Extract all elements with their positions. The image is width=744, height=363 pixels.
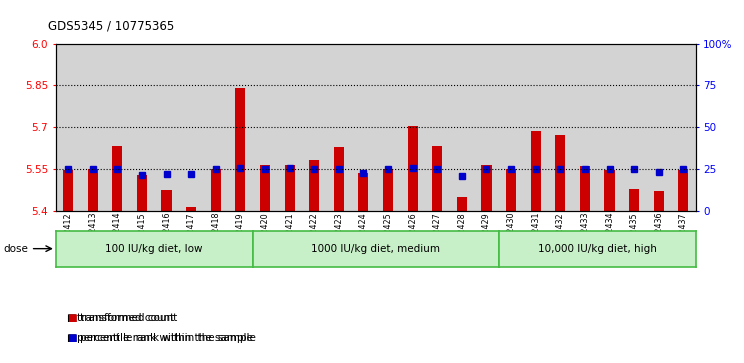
Bar	[129, 44, 154, 211]
Bar	[56, 44, 80, 211]
Bar	[186, 207, 196, 211]
Bar	[523, 44, 548, 211]
Bar	[449, 44, 474, 211]
Text: percentile rank within the sample: percentile rank within the sample	[77, 333, 252, 343]
Text: ■ percentile rank within the sample: ■ percentile rank within the sample	[67, 333, 256, 343]
Bar	[654, 191, 664, 211]
Bar	[112, 146, 123, 211]
Bar	[647, 44, 671, 211]
Bar	[457, 197, 467, 211]
Bar	[580, 166, 590, 211]
Bar	[235, 88, 246, 211]
Bar	[88, 170, 97, 211]
Bar	[154, 44, 179, 211]
Bar	[260, 165, 270, 211]
Bar	[530, 131, 541, 211]
Bar	[105, 44, 129, 211]
Text: transformed count: transformed count	[77, 313, 174, 323]
Bar	[351, 44, 376, 211]
Text: ■: ■	[67, 333, 77, 343]
Bar	[597, 44, 622, 211]
Bar	[309, 160, 319, 211]
Bar	[498, 44, 523, 211]
Bar	[161, 190, 172, 211]
Bar	[506, 169, 516, 211]
Bar	[432, 146, 443, 211]
Bar	[179, 44, 203, 211]
Bar	[80, 44, 105, 211]
Bar	[383, 169, 393, 211]
Bar	[555, 135, 565, 211]
Bar	[573, 44, 597, 211]
Bar	[253, 44, 278, 211]
Bar	[671, 44, 696, 211]
Bar	[137, 175, 147, 211]
Text: 1000 IU/kg diet, medium: 1000 IU/kg diet, medium	[311, 244, 440, 254]
Bar	[376, 44, 400, 211]
Bar	[679, 170, 688, 211]
Bar	[548, 44, 573, 211]
Bar	[481, 164, 492, 211]
Bar	[278, 44, 302, 211]
Text: 10,000 IU/kg diet, high: 10,000 IU/kg diet, high	[538, 244, 657, 254]
Text: ■: ■	[67, 313, 77, 323]
Bar	[604, 170, 615, 211]
Bar	[63, 170, 73, 211]
Bar	[359, 173, 368, 211]
Bar	[474, 44, 498, 211]
Bar	[302, 44, 327, 211]
Bar	[408, 126, 417, 211]
Text: ■ transformed count: ■ transformed count	[67, 313, 177, 323]
Bar	[400, 44, 425, 211]
Bar	[284, 166, 295, 211]
Text: dose: dose	[4, 244, 28, 254]
Text: GDS5345 / 10775365: GDS5345 / 10775365	[48, 20, 175, 33]
Bar	[334, 147, 344, 211]
Bar	[211, 170, 221, 211]
Bar	[622, 44, 647, 211]
Bar	[425, 44, 449, 211]
Bar	[203, 44, 228, 211]
Bar	[629, 189, 639, 211]
Bar	[228, 44, 253, 211]
Bar	[327, 44, 351, 211]
Text: 100 IU/kg diet, low: 100 IU/kg diet, low	[106, 244, 203, 254]
